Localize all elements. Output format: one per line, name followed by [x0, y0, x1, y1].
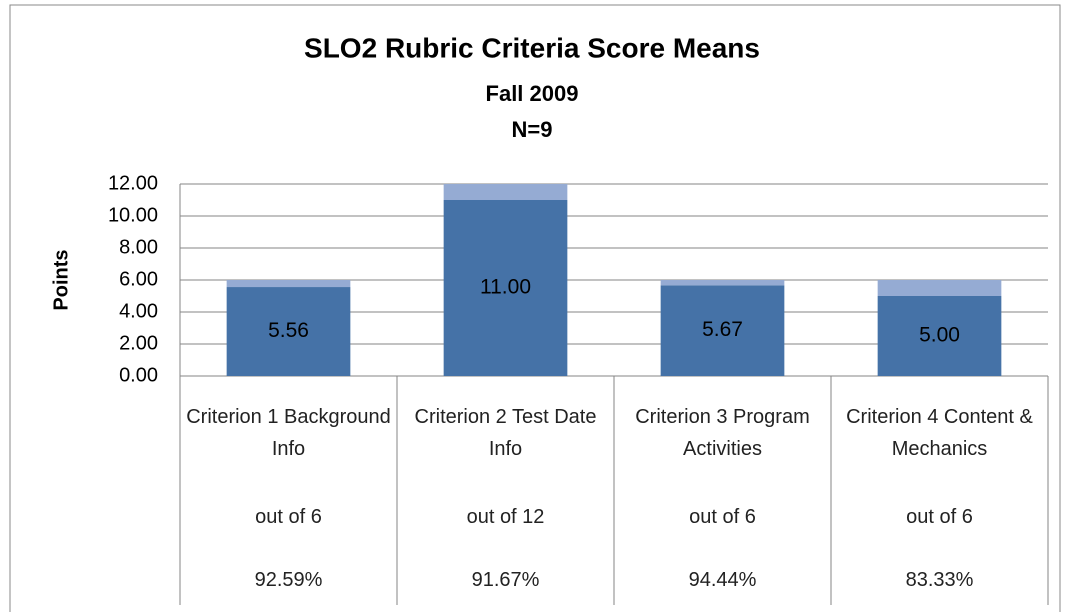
y-tick-label: 10.00 [108, 204, 158, 226]
bar-segment [443, 200, 568, 376]
bar-segment [226, 287, 351, 376]
y-tick-label: 6.00 [119, 268, 158, 290]
y-tick-label: 12.00 [108, 172, 158, 194]
y-tick-label: 0.00 [119, 364, 158, 386]
data-label: 5.67 [702, 318, 743, 341]
x-tick-label: Criterion 3 Program Activities [635, 406, 810, 460]
y-tick-label: 8.00 [119, 236, 158, 258]
percentage-label: 83.33% [905, 569, 974, 591]
category-note: out of 6 [906, 506, 973, 528]
chart-subtitle: Fall 2009 [486, 81, 579, 106]
bar-segment [877, 296, 1002, 376]
x-tick-label: Criterion 4 Content & Mechanics [846, 406, 1033, 460]
percentage-label: 92.59% [254, 569, 323, 591]
bar-segment [877, 280, 1002, 296]
category-note: out of 12 [466, 506, 545, 528]
x-tick-label: Criterion 1 Background Info [186, 406, 391, 460]
x-tick-label: Criterion 2 Test Date Info [414, 406, 597, 460]
y-tick-label: 2.00 [119, 332, 158, 354]
chart-note: N=9 [512, 117, 553, 142]
data-label: 5.00 [919, 324, 960, 347]
data-label: 5.56 [268, 319, 309, 342]
bar-segment [660, 285, 785, 376]
category-note: out of 6 [255, 506, 322, 528]
bar-segment [660, 280, 785, 286]
chart-title: SLO2 Rubric Criteria Score Means [304, 32, 760, 63]
y-axis-label: Points [50, 249, 72, 310]
category-note: out of 6 [689, 506, 756, 528]
bar-segment [443, 184, 568, 200]
bar-segment [226, 280, 351, 288]
percentage-label: 91.67% [471, 569, 540, 591]
percentage-label: 94.44% [688, 569, 757, 591]
data-label: 11.00 [480, 276, 531, 299]
y-tick-label: 4.00 [119, 300, 158, 322]
